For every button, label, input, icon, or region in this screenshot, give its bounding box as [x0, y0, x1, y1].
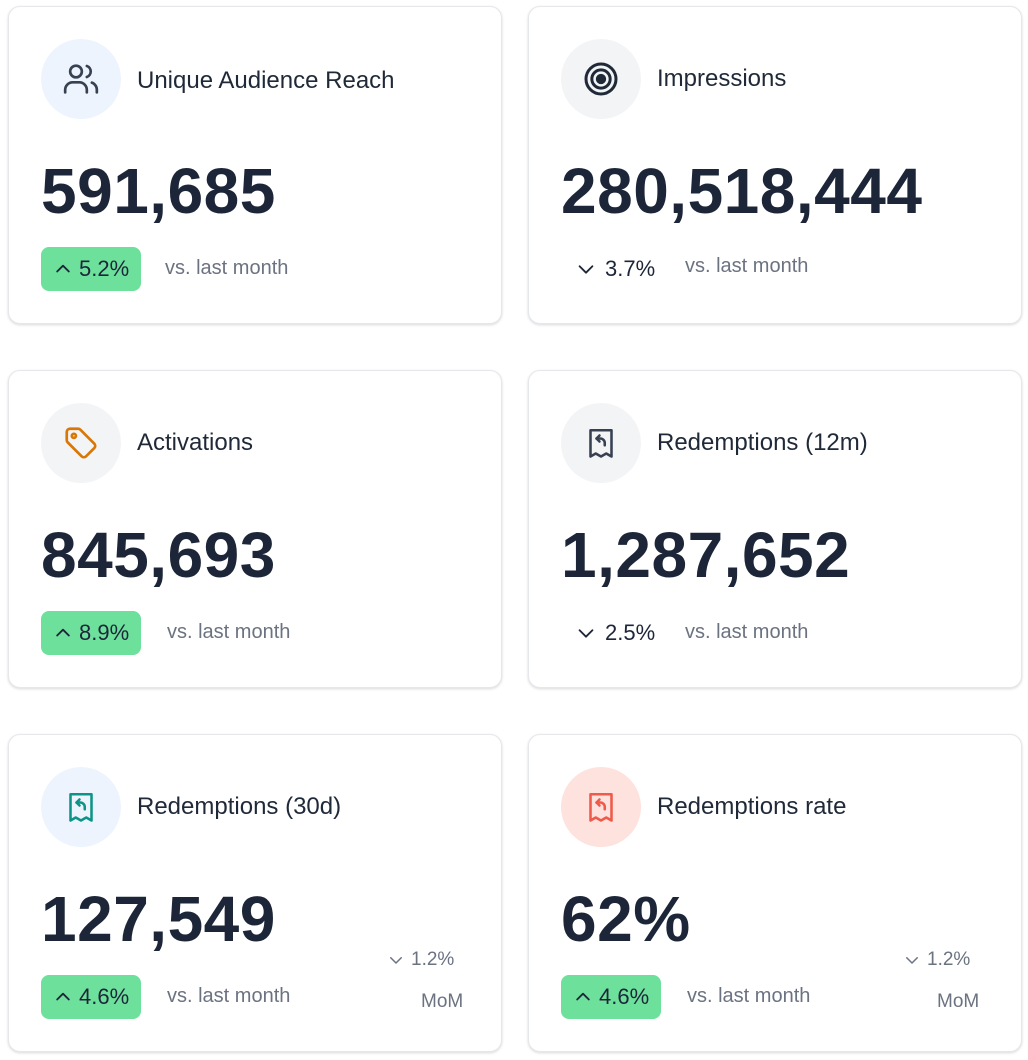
chevron-up-icon: [56, 992, 70, 1001]
compare-label: vs. last month: [165, 257, 289, 279]
change-value: 5.2%: [79, 256, 130, 281]
chevron-down-icon: [906, 957, 918, 964]
mom-label: MoM: [937, 991, 980, 1012]
receipt-refund-icon: [561, 403, 641, 483]
compare-label: vs. last month: [687, 985, 811, 1007]
chevron-up-icon: [56, 264, 70, 273]
mom-change-indicator: 1.2%: [903, 949, 970, 971]
card-title: Impressions: [657, 65, 787, 92]
change-value: 8.9%: [79, 620, 130, 645]
change-indicator: 2.5%: [575, 615, 655, 651]
mom-change-value: 1.2%: [411, 949, 455, 970]
compare-label: vs. last month: [167, 985, 291, 1007]
change-value: 4.6%: [599, 984, 650, 1009]
card-title: Activations: [137, 429, 254, 456]
change-badge: 4.6%: [41, 975, 142, 1019]
target-icon: [561, 39, 641, 119]
card-title: Redemptions (12m): [657, 429, 868, 456]
metric-card-unique-audience-reach: Unique Audience Reach 591,685 5.2% vs. l…: [8, 6, 502, 324]
change-value: 4.6%: [79, 984, 130, 1009]
metric-card-activations: Activations 845,693 8.9% vs. last month: [8, 370, 502, 688]
metric-value: 62%: [561, 883, 691, 955]
metric-value: 127,549: [41, 883, 276, 955]
tag-icon: [41, 403, 121, 483]
mom-label: MoM: [421, 991, 464, 1012]
chevron-down-icon: [578, 629, 594, 638]
metric-card-redemptions-12m: Redemptions (12m) 1,287,652 2.5% vs. las…: [528, 370, 1022, 688]
compare-label: vs. last month: [685, 255, 809, 277]
metric-value: 845,693: [41, 519, 276, 591]
change-value: 2.5%: [605, 620, 656, 645]
chevron-up-icon: [576, 992, 590, 1001]
compare-label: vs. last month: [167, 621, 291, 643]
change-value: 3.7%: [605, 256, 656, 281]
chevron-down-icon: [390, 957, 402, 964]
chevron-up-icon: [56, 628, 70, 637]
metric-value: 280,518,444: [561, 155, 923, 227]
receipt-refund-icon: [561, 767, 641, 847]
chevron-down-icon: [578, 265, 594, 274]
change-badge: 8.9%: [41, 611, 142, 655]
users-icon: [41, 39, 121, 119]
compare-label: vs. last month: [685, 621, 809, 643]
change-indicator: 3.7%: [575, 251, 655, 287]
card-title: Redemptions rate: [657, 793, 847, 820]
change-badge: 5.2%: [41, 247, 142, 291]
receipt-refund-icon: [41, 767, 121, 847]
metric-value: 1,287,652: [561, 519, 851, 591]
card-title: Redemptions (30d): [137, 793, 342, 820]
metric-card-redemptions-rate: Redemptions rate 62% 4.6% vs. last month…: [528, 734, 1022, 1052]
metric-card-impressions: Impressions 280,518,444 3.7% vs. last mo…: [528, 6, 1022, 324]
mom-change-indicator: 1.2%: [387, 949, 454, 971]
change-badge: 4.6%: [561, 975, 662, 1019]
mom-change-value: 1.2%: [927, 949, 971, 970]
metric-card-redemptions-30d: Redemptions (30d) 127,549 4.6% vs. last …: [8, 734, 502, 1052]
card-title: Unique Audience Reach: [137, 67, 395, 94]
metric-value: 591,685: [41, 155, 276, 227]
